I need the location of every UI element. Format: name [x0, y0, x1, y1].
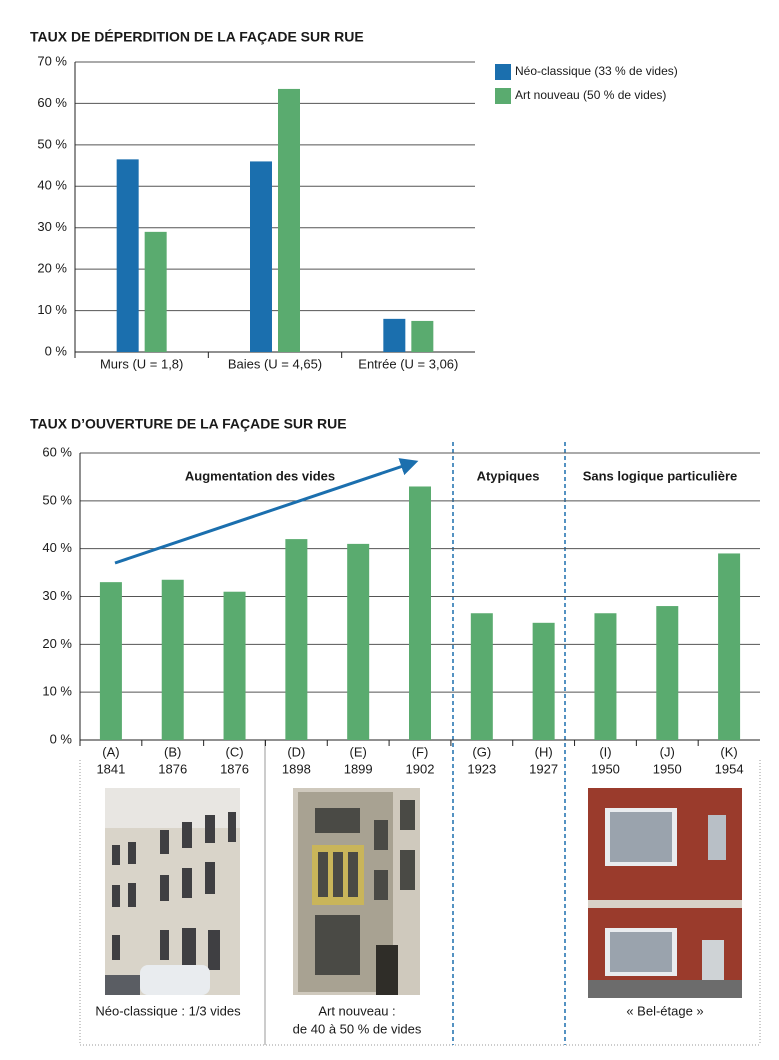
annotation: Atypiques [477, 468, 540, 483]
bar [471, 613, 493, 740]
page: {"chart_data": [ {"type": "bar", "title"… [0, 0, 779, 1060]
x-tick-label: 1950 [591, 761, 620, 776]
bar [409, 486, 431, 740]
bar [383, 319, 405, 352]
photo [105, 788, 240, 995]
x-tick-label: (F) [412, 744, 429, 759]
x-tick-label: 1927 [529, 761, 558, 776]
x-tick-label: (E) [350, 744, 367, 759]
y-tick-label: 30 % [42, 588, 72, 603]
bar [162, 580, 184, 740]
x-tick-label: 1923 [467, 761, 496, 776]
x-tick-label: 1954 [715, 761, 744, 776]
y-tick-label: 10 % [37, 302, 67, 317]
y-tick-label: 70 % [37, 53, 67, 68]
bar [285, 539, 307, 740]
chart-title: TAUX D’OUVERTURE DE LA FAÇADE SUR RUE [30, 416, 347, 432]
y-tick-label: 60 % [37, 95, 67, 110]
bar [411, 321, 433, 352]
legend-label: Art nouveau (50 % de vides) [515, 88, 666, 102]
y-tick-label: 50 % [37, 136, 67, 151]
bar [347, 544, 369, 740]
x-tick-label: Murs (U = 1,8) [100, 356, 183, 371]
legend-label: Néo-classique (33 % de vides) [515, 64, 678, 78]
photo [588, 788, 742, 998]
x-tick-label: (K) [720, 744, 737, 759]
photo [293, 788, 420, 995]
x-tick-label: (A) [102, 744, 119, 759]
annotation: Sans logique particulière [583, 468, 738, 483]
bar [278, 89, 300, 352]
bar [250, 161, 272, 352]
bar [145, 232, 167, 352]
y-tick-label: 20 % [42, 636, 72, 651]
photo-caption: de 40 à 50 % de vides [293, 1021, 422, 1036]
bar [656, 606, 678, 740]
bar [117, 159, 139, 352]
x-tick-label: 1902 [406, 761, 435, 776]
photo-caption: « Bel-étage » [626, 1003, 703, 1018]
y-tick-label: 10 % [42, 684, 72, 699]
chart-title: TAUX DE DÉPERDITION DE LA FAÇADE SUR RUE [30, 29, 364, 45]
bar [533, 623, 555, 740]
x-tick-label: (C) [226, 744, 244, 759]
photo-caption: Néo-classique : 1/3 vides [95, 1003, 241, 1018]
x-tick-label: 1899 [344, 761, 373, 776]
photo-caption: Art nouveau : [318, 1003, 395, 1018]
y-tick-label: 60 % [42, 444, 72, 459]
x-tick-label: (I) [599, 744, 611, 759]
x-tick-label: (B) [164, 744, 181, 759]
legend-swatch [495, 64, 511, 80]
y-tick-label: 40 % [42, 540, 72, 555]
x-tick-label: (J) [660, 744, 675, 759]
bar [224, 592, 246, 740]
x-tick-label: 1876 [158, 761, 187, 776]
legend-swatch [495, 88, 511, 104]
bar [594, 613, 616, 740]
x-tick-label: (D) [287, 744, 305, 759]
y-tick-label: 0 % [45, 343, 68, 358]
y-tick-label: 40 % [37, 178, 67, 193]
x-tick-label: 1876 [220, 761, 249, 776]
y-tick-label: 0 % [50, 731, 73, 746]
x-tick-label: (G) [472, 744, 491, 759]
x-tick-label: 1898 [282, 761, 311, 776]
x-tick-label: 1950 [653, 761, 682, 776]
x-tick-label: Entrée (U = 3,06) [358, 356, 458, 371]
x-tick-label: Baies (U = 4,65) [228, 356, 322, 371]
chart: TAUX DE DÉPERDITION DE LA FAÇADE SUR RUE… [0, 0, 779, 1060]
y-tick-label: 20 % [37, 261, 67, 276]
bar [718, 553, 740, 740]
x-tick-label: (H) [535, 744, 553, 759]
y-tick-label: 50 % [42, 492, 72, 507]
bar [100, 582, 122, 740]
y-tick-label: 30 % [37, 219, 67, 234]
annotation: Augmentation des vides [185, 468, 335, 483]
x-tick-label: 1841 [96, 761, 125, 776]
